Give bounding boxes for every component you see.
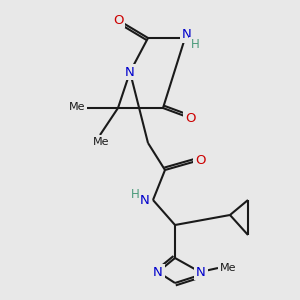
Text: N: N [196,266,206,278]
Text: O: O [113,14,123,26]
Text: Me: Me [93,137,109,147]
Text: O: O [185,112,195,124]
Text: N: N [153,266,163,278]
Text: N: N [125,65,135,79]
Text: H: H [190,38,200,52]
Text: N: N [182,28,192,41]
Text: H: H [130,188,140,202]
Text: O: O [195,154,205,166]
Text: Me: Me [220,263,236,273]
Text: Me: Me [69,102,85,112]
Text: N: N [140,194,150,206]
